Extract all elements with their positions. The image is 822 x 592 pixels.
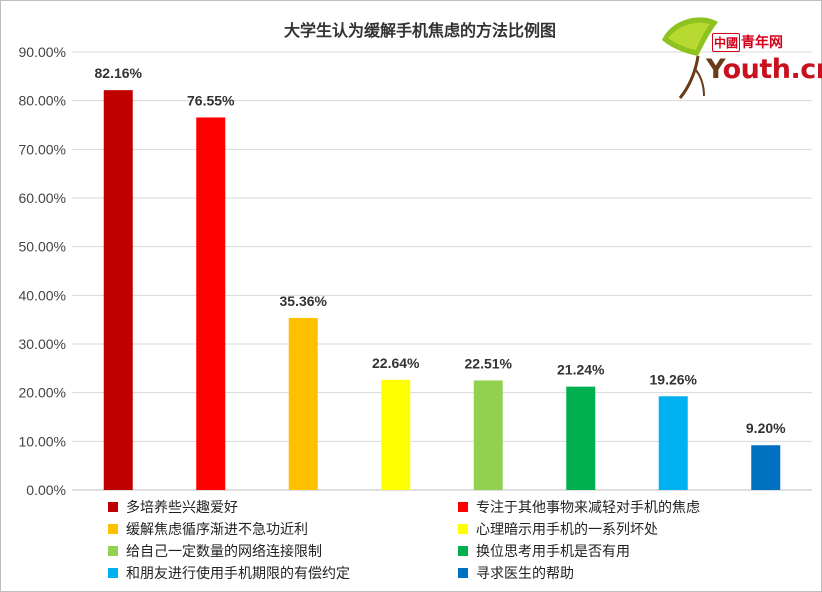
logo-cn-tag: 中國 (712, 33, 741, 52)
bar (288, 317, 318, 490)
bar (473, 380, 503, 490)
y-tick-label: 90.00% (19, 44, 66, 60)
y-axis-ticks: 0.00% 10.00% 20.00% 30.00% 40.00% 50.00% 60.00… (19, 44, 66, 498)
y-tick-label: 50.00% (19, 239, 66, 255)
data-label: 22.64% (372, 355, 420, 371)
legend-item: 多培养些兴趣爱好 (108, 498, 458, 516)
ginkgo-leaf-icon (662, 17, 718, 99)
y-tick-label: 0.00% (26, 482, 66, 498)
legend-item: 和朋友进行使用手机期限的有偿约定 (108, 564, 458, 582)
data-label: 21.24% (557, 362, 605, 378)
data-label: 22.51% (465, 355, 513, 371)
legend-item: 给自己一定数量的网络连接限制 (108, 542, 458, 560)
y-tick-label: 20.00% (19, 385, 66, 401)
bar (566, 386, 596, 490)
y-tick-label: 60.00% (19, 190, 66, 206)
data-label: 35.36% (280, 293, 328, 309)
data-label: 82.16% (95, 65, 143, 81)
legend-swatch (108, 524, 118, 534)
legend-swatch (108, 502, 118, 512)
logo-cn-text: 中國 青年网 (712, 32, 783, 52)
legend-item: 心理暗示用手机的一系列坏处 (458, 520, 808, 538)
legend-swatch (458, 568, 468, 578)
legend-label: 多培养些兴趣爱好 (126, 500, 238, 516)
y-tick-label: 30.00% (19, 336, 66, 352)
legend-item: 专注于其他事物来减轻对手机的焦虑 (458, 498, 808, 516)
legend-label: 心理暗示用手机的一系列坏处 (476, 522, 658, 538)
bar (103, 90, 133, 490)
legend-item: 缓解焦虑循序渐进不急功近利 (108, 520, 458, 538)
gridlines (72, 51, 812, 491)
legend-swatch (458, 502, 468, 512)
legend-item: 寻求医生的帮助 (458, 564, 808, 582)
legend-label: 给自己一定数量的网络连接限制 (126, 544, 322, 560)
bars (103, 90, 781, 490)
data-label: 9.20% (746, 420, 786, 436)
bar (381, 379, 411, 490)
legend-label: 专注于其他事物来减轻对手机的焦虑 (476, 500, 700, 516)
bar (751, 445, 781, 490)
bar (196, 117, 226, 490)
legend-label: 缓解焦虑循序渐进不急功近利 (126, 522, 308, 538)
legend-swatch (458, 546, 468, 556)
logo-en-prefix: Y (706, 54, 723, 85)
legend-item: 换位思考用手机是否有用 (458, 542, 808, 560)
y-tick-label: 70.00% (19, 141, 66, 157)
legend-label: 换位思考用手机是否有用 (476, 544, 630, 560)
legend-swatch (458, 524, 468, 534)
y-tick-label: 40.00% (19, 287, 66, 303)
y-tick-label: 10.00% (19, 433, 66, 449)
data-label: 19.26% (650, 371, 698, 387)
data-label: 76.55% (187, 92, 235, 108)
logo-en-domain: outh.cn (722, 54, 822, 85)
legend-label: 寻求医生的帮助 (476, 566, 574, 582)
legend-swatch (108, 568, 118, 578)
y-tick-label: 80.00% (19, 93, 66, 109)
bar (658, 396, 688, 490)
legend-label: 和朋友进行使用手机期限的有偿约定 (126, 566, 350, 582)
chart-legend: 多培养些兴趣爱好 专注于其他事物来减轻对手机的焦虑缓解焦虑循序渐进不急功近利 心理暗… (108, 498, 808, 582)
data-labels: 82.16% 76.55% 35.36% 22.64% 22.51% 21.24% 19.2… (95, 65, 787, 436)
logo-en-text: Youth.cn (706, 54, 822, 85)
legend-swatch (108, 546, 118, 556)
logo-cn-name: 青年网 (741, 35, 784, 51)
chart-title: 大学生认为缓解手机焦虑的方法比例图 (284, 21, 556, 40)
